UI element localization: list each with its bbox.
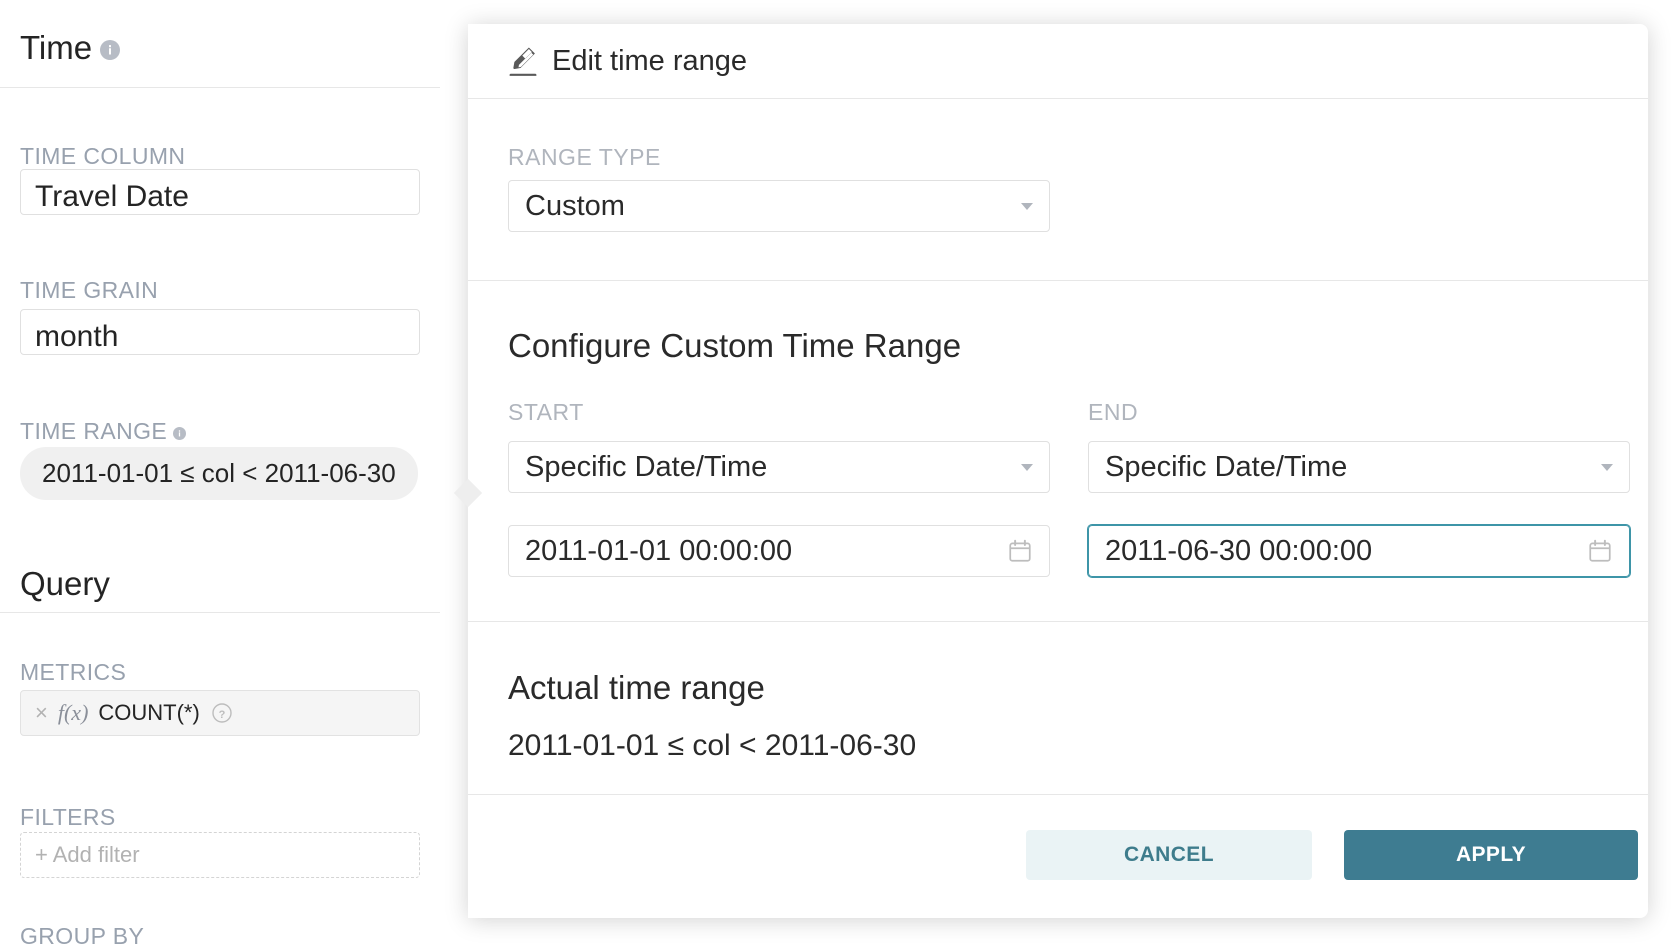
svg-text:?: ? (218, 709, 225, 721)
